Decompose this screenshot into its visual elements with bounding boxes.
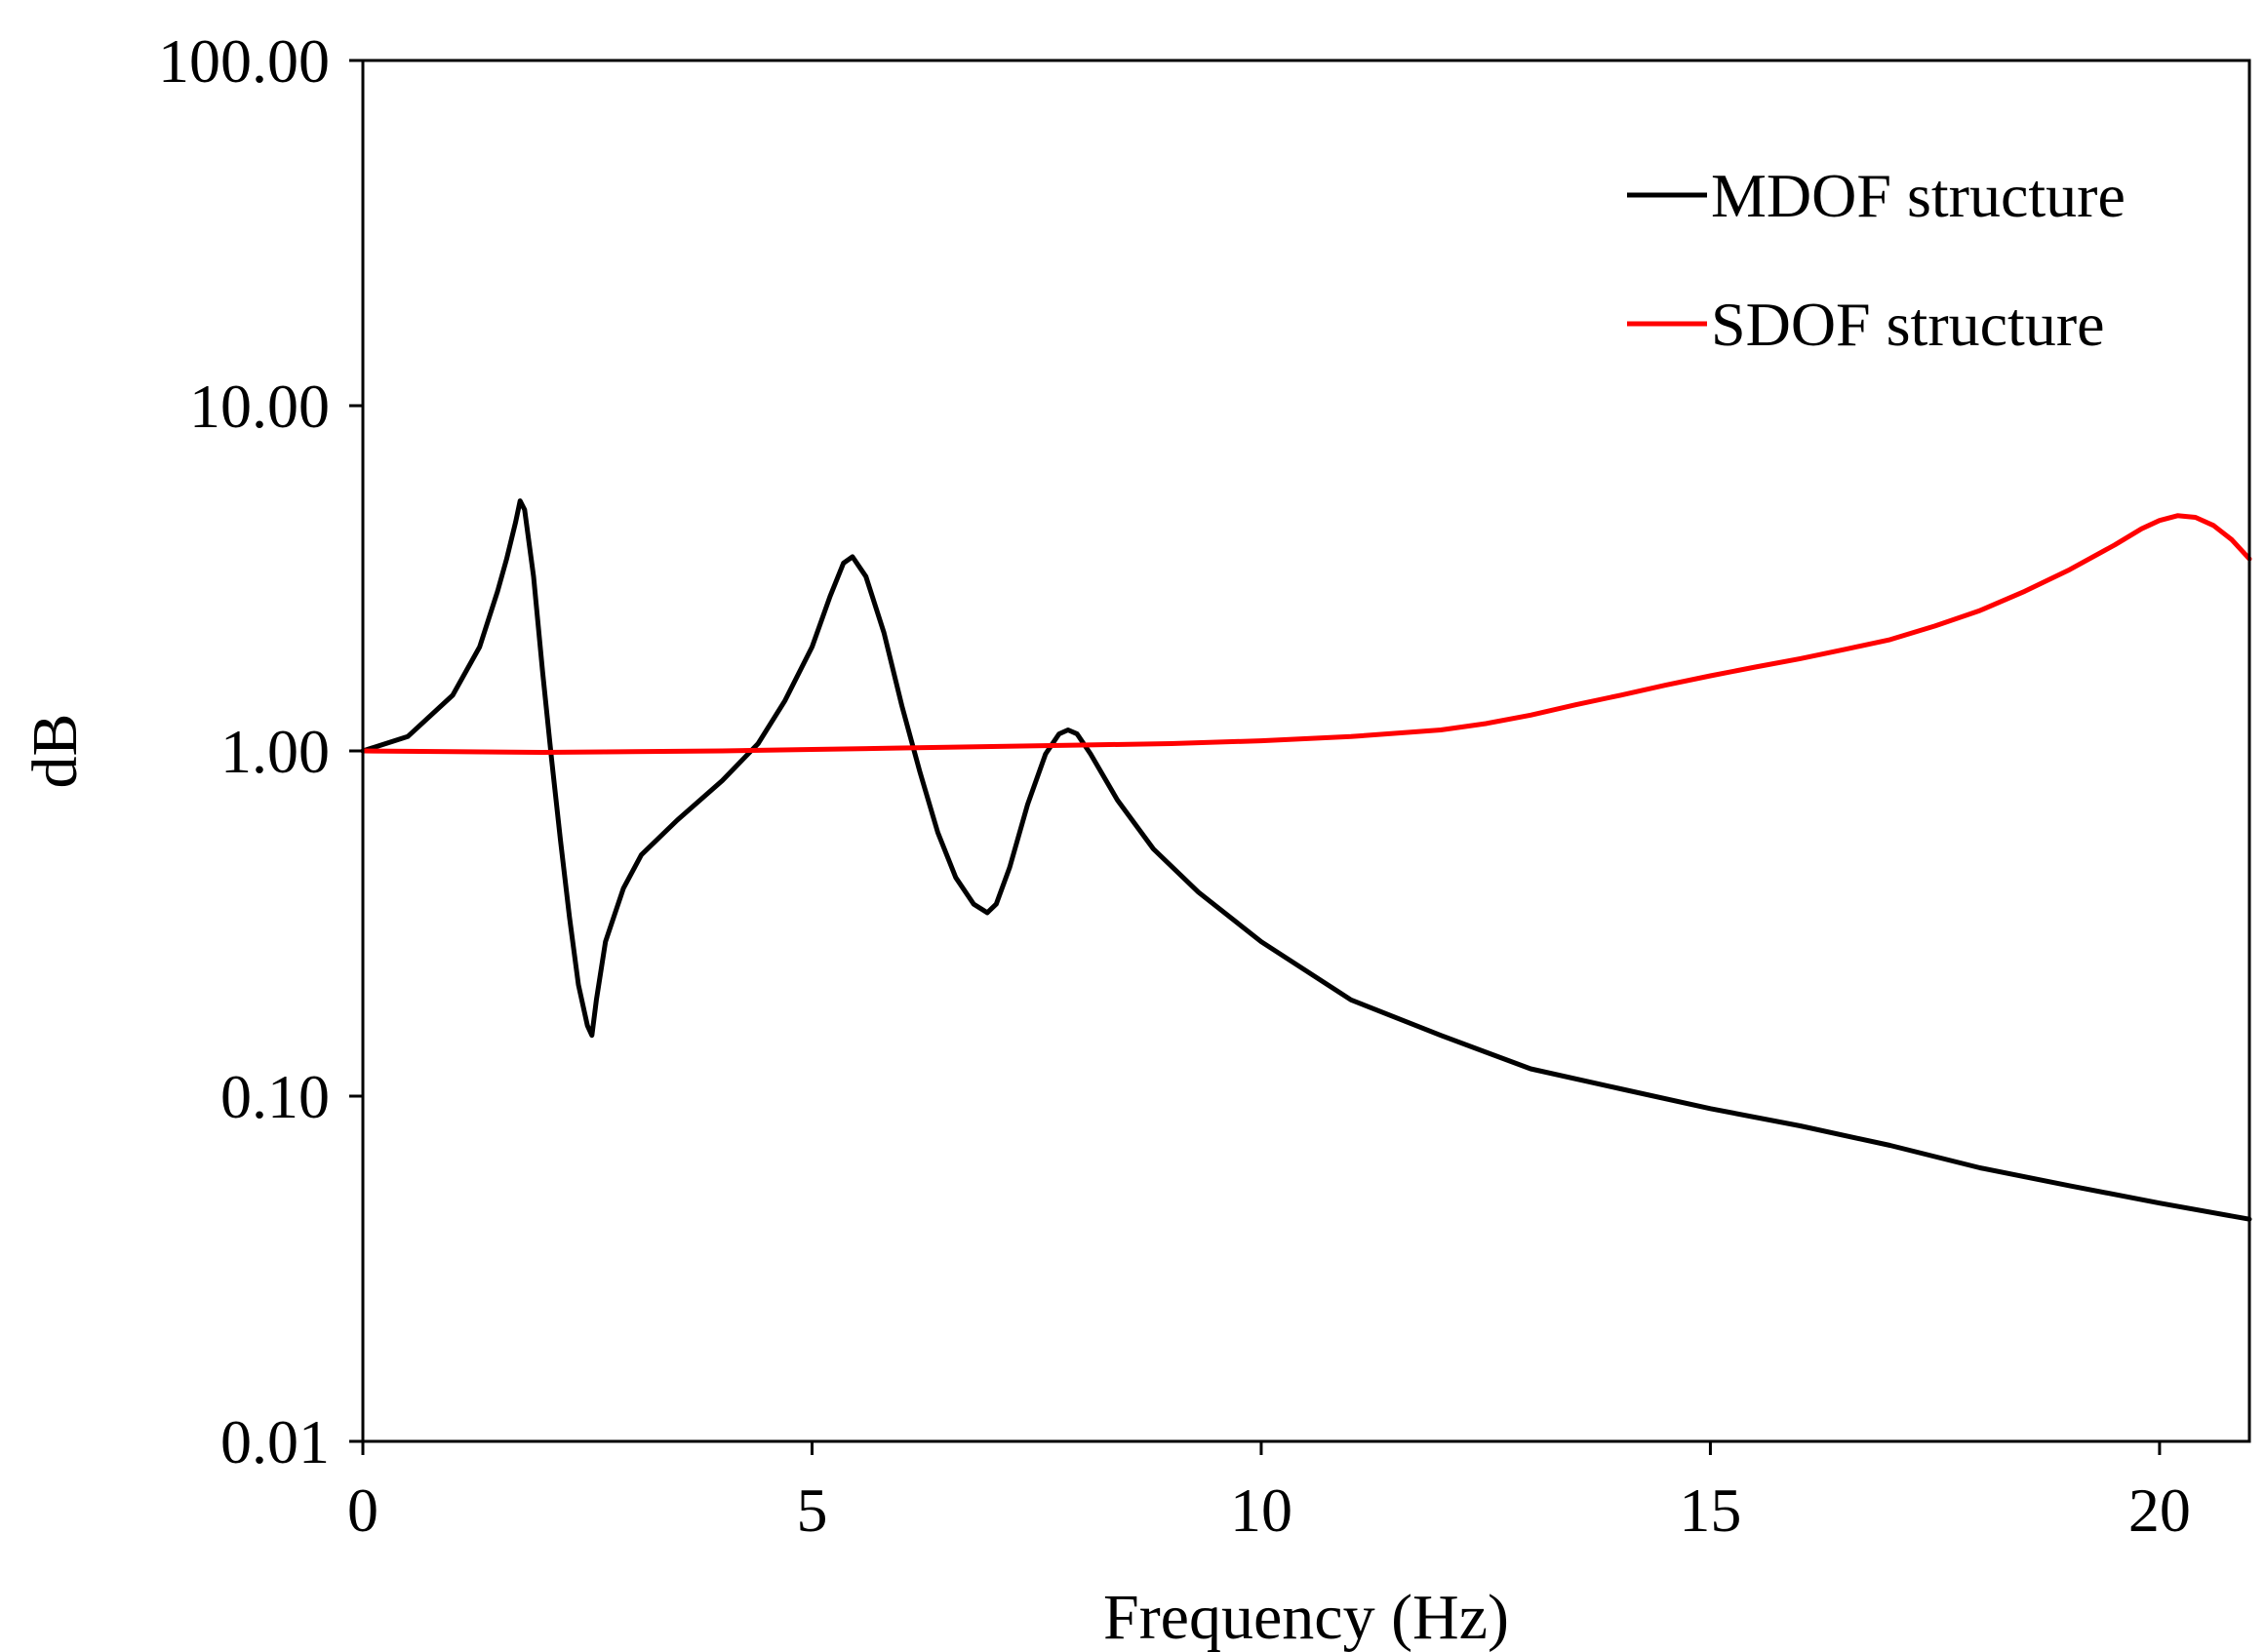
- series-layer: [360, 498, 2252, 1222]
- y-axis-ticks: 0.01 0.10 1.00 10.00 100.00: [158, 26, 363, 1476]
- x-tick-label: 5: [796, 1475, 827, 1545]
- x-axis-ticks: 0 5 10 15 20: [347, 1441, 2191, 1545]
- y-axis-title: dB: [20, 713, 91, 788]
- y-tick-label: 100.00: [158, 26, 330, 96]
- legend-label: MDOF structure: [1711, 161, 2126, 230]
- x-tick-label: 0: [347, 1475, 378, 1545]
- series-line-sdof-structure: [360, 513, 2252, 755]
- x-tick-label: 10: [1230, 1475, 1292, 1545]
- x-tick-label: 20: [2128, 1475, 2191, 1545]
- legend-label: SDOF structure: [1711, 290, 2105, 359]
- y-tick-label: 1.00: [220, 717, 330, 786]
- x-tick-label: 15: [1679, 1475, 1741, 1545]
- legend-item-sdof-structure: SDOF structure: [1627, 290, 2105, 359]
- series-line-mdof-structure: [360, 498, 2252, 1222]
- legend: MDOF structure SDOF structure: [1627, 161, 2126, 359]
- x-axis-title: Frequency (Hz): [1103, 1582, 1509, 1652]
- y-tick-label: 10.00: [189, 372, 330, 441]
- y-tick-label: 0.10: [220, 1062, 330, 1131]
- y-tick-label: 0.01: [220, 1407, 330, 1476]
- legend-item-mdof-structure: MDOF structure: [1627, 161, 2126, 230]
